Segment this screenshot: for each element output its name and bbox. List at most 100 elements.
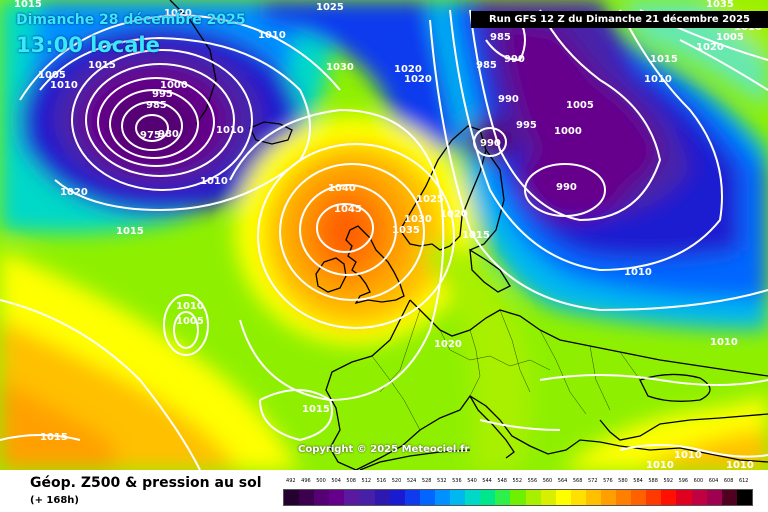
colorbar-swatch xyxy=(691,490,707,505)
isobar-label: 1045 xyxy=(334,204,362,215)
colorbar-swatch xyxy=(585,490,601,505)
isobar-label: 1040 xyxy=(328,183,356,194)
isobar-label: 1010 xyxy=(50,80,78,91)
colorbar-label: 560 xyxy=(542,478,553,484)
colorbar-swatch xyxy=(555,490,571,505)
colorbar-label: 536 xyxy=(452,478,462,484)
colorbar-label: 516 xyxy=(376,478,387,484)
isobar-label: 1010 xyxy=(646,460,674,470)
colorbar-swatch xyxy=(570,490,586,505)
colorbar-label: 588 xyxy=(648,478,658,484)
isobar-label: 1005 xyxy=(38,70,66,81)
isobar-label: 1010 xyxy=(674,450,702,461)
colorbar-swatch xyxy=(600,490,617,505)
isobar-label: 995 xyxy=(516,120,537,131)
isobar-label: 1020 xyxy=(164,8,192,19)
colorbar-swatch xyxy=(510,490,526,505)
colorbar-label: 520 xyxy=(391,478,402,484)
colorbar-label: 512 xyxy=(361,478,372,484)
isobar-label: 1005 xyxy=(716,32,744,43)
country-borders xyxy=(371,309,641,431)
isobar-label: 990 xyxy=(480,138,501,149)
colorbar-swatch xyxy=(434,490,451,505)
colorbar-label: 532 xyxy=(437,478,447,484)
isobar-label: 990 xyxy=(556,182,577,193)
colorbar-label: 592 xyxy=(663,478,673,484)
colorbar-labels: 492 496 500 504 508 512 516 520 524 528 532 536 540 5… xyxy=(283,478,751,488)
colorbar-swatch xyxy=(284,490,300,505)
colorbar-swatch xyxy=(419,490,435,505)
colorbar-swatch xyxy=(736,490,752,505)
colorbar-swatch xyxy=(344,490,360,505)
isobar-label: 1020 xyxy=(440,209,468,220)
colorbar-swatch xyxy=(676,490,692,505)
colorbar-swatch xyxy=(299,490,315,505)
isobar-label: 985 xyxy=(476,60,497,71)
isobar-label: 1010 xyxy=(624,267,652,278)
isobar-label: 1030 xyxy=(326,62,354,73)
isobar-label: 1005 xyxy=(176,316,204,327)
isobar-label: 990 xyxy=(498,94,519,105)
colorbar-label: 580 xyxy=(618,478,628,484)
colorbar-label: 564 xyxy=(557,478,568,484)
colorbar-label: 496 xyxy=(301,478,311,484)
colorbar-label: 524 xyxy=(406,478,417,484)
model-run-banner: Run GFS 12 Z du Dimanche 21 décembre 202… xyxy=(471,11,768,28)
isobar-label: 1030 xyxy=(404,214,432,225)
colorbar-swatch xyxy=(389,490,405,505)
isobar-label: 1015 xyxy=(14,0,42,10)
colorbar-swatch xyxy=(450,490,466,505)
isobar-label: 985 xyxy=(490,32,511,43)
isobar-label: 1020 xyxy=(60,187,88,198)
isobar-label: 1035 xyxy=(706,0,734,10)
colorbar-swatch xyxy=(706,490,722,505)
isobar-label: 1010 xyxy=(726,460,754,470)
colorbar-swatch xyxy=(329,490,345,505)
colorbar-label: 540 xyxy=(467,478,477,484)
colorbar-label: 528 xyxy=(421,478,432,484)
isobar-label: 1025 xyxy=(316,2,344,13)
isobar-label: 1025 xyxy=(416,194,444,205)
isobar-label: 1020 xyxy=(696,42,724,53)
isobar-label: 1010 xyxy=(258,30,286,41)
isobar-label: 1015 xyxy=(88,60,116,71)
colorbar-label: 556 xyxy=(527,478,538,484)
colorbar-label: 608 xyxy=(723,478,734,484)
colorbar-swatch xyxy=(374,490,390,505)
colorbar-label: 500 xyxy=(316,478,326,484)
colorbar-label: 492 xyxy=(286,478,296,484)
isobars xyxy=(0,9,768,470)
colorbar-swatch xyxy=(616,490,632,505)
isobar-label: 1020 xyxy=(404,74,432,85)
isobar-label: 1010 xyxy=(216,125,244,136)
isobar-label: 995 xyxy=(152,89,173,100)
isobar-label: 1015 xyxy=(116,226,144,237)
isobar-label: 1010 xyxy=(644,74,672,85)
isobar-label: 1000 xyxy=(160,80,188,91)
colorbar-swatch xyxy=(646,490,662,505)
isobar-label: 1000 xyxy=(554,126,582,137)
colorbar-label: 584 xyxy=(633,478,643,484)
isobar-label: 1020 xyxy=(434,339,462,350)
isobar-label: 985 xyxy=(146,100,167,111)
colorbar xyxy=(283,489,753,506)
colorbar-swatch xyxy=(631,490,647,505)
forecast-date-title: Dimanche 28 décembre 2025 xyxy=(16,12,246,28)
isobar-label: 1015 xyxy=(302,404,330,415)
isobar-label: 1020 xyxy=(394,64,422,75)
colorbar-swatch xyxy=(404,490,420,505)
height-field xyxy=(0,0,768,470)
isobar-label: 975 xyxy=(140,130,161,141)
isobar-label: 1015 xyxy=(462,230,490,241)
copyright-notice: Copyright © 2025 Meteociel.fr xyxy=(298,444,470,455)
colorbar-label: 600 xyxy=(693,478,704,484)
footer-subtitle: (+ 168h) xyxy=(30,495,79,506)
colorbar-label: 552 xyxy=(512,478,523,484)
colorbar-label: 508 xyxy=(346,478,356,484)
map-canvas: 1015 1025 1035 1020 1010 1015 1005 1010 … xyxy=(0,0,768,470)
weather-map: 1015 1025 1035 1020 1010 1015 1005 1010 … xyxy=(0,0,768,470)
isobar-label: 1005 xyxy=(566,100,594,111)
isobar-label: 1015 xyxy=(650,54,678,65)
colorbar-label: 568 xyxy=(572,478,583,484)
